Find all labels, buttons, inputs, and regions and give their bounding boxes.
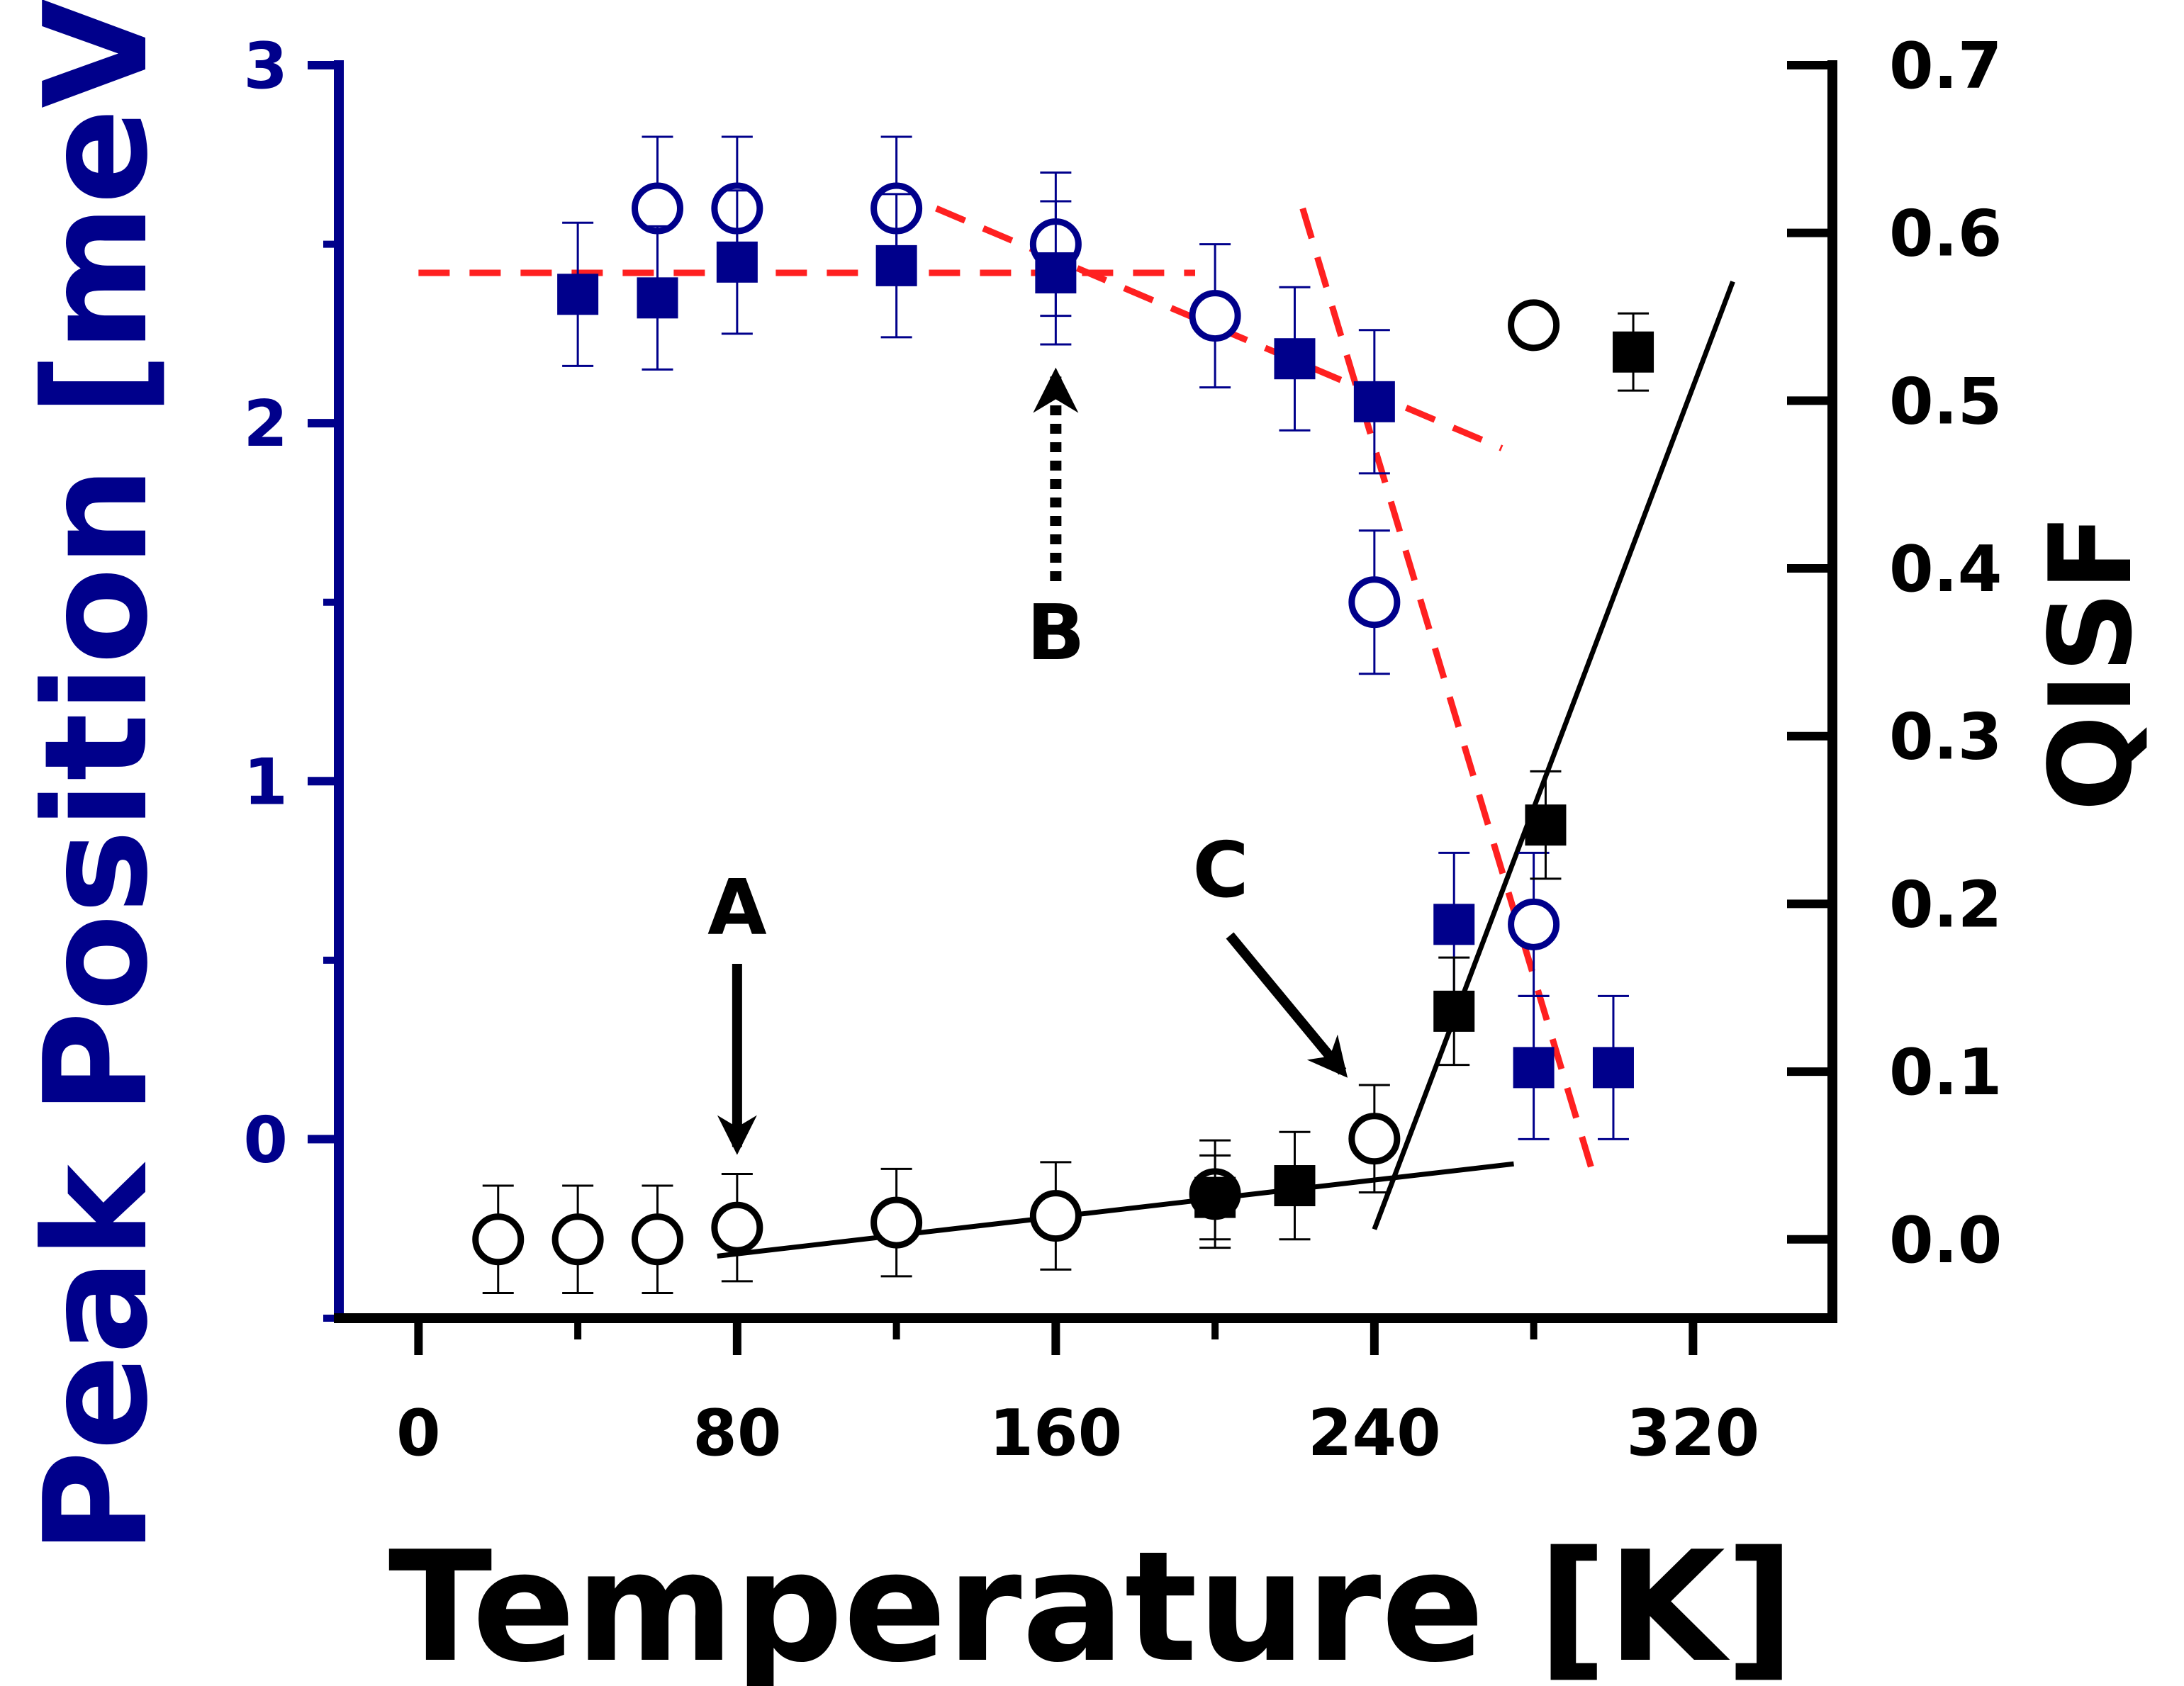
data-point-square xyxy=(1035,252,1077,293)
y-left-tick-label: 1 xyxy=(243,745,288,819)
data-point-square xyxy=(1592,1047,1634,1089)
data-point-square xyxy=(557,274,599,315)
x-axis-title: Temperature [K] xyxy=(388,1518,1795,1686)
axis-labels: Temperature [K] Peak Position [meV] QISF xyxy=(14,0,2157,1686)
y-right-tick-label: 0.6 xyxy=(1889,197,2002,271)
data-point-circle xyxy=(1189,290,1241,342)
y-left-axis-title: Peak Position [meV] xyxy=(14,0,179,1554)
peak-fit-drop xyxy=(1299,207,1597,1176)
data-point-square xyxy=(1433,990,1475,1032)
series-2 xyxy=(472,299,1560,1294)
data-point-square xyxy=(1194,1176,1236,1218)
qisf-fit-high xyxy=(1372,281,1735,1230)
series-0 xyxy=(631,135,1560,997)
data-point-square xyxy=(716,241,758,283)
data-point-circle xyxy=(1508,898,1560,950)
data-point-circle xyxy=(1508,299,1560,352)
data-point-square xyxy=(1613,331,1654,373)
data-point-circle xyxy=(711,1201,763,1254)
annotation-a-label: A xyxy=(707,864,767,952)
axes: 0 1 2 3 0 80 160 240 320 0.0 0.1 0.2 0.3 0.4 0.5 0.6 0.7 xyxy=(243,29,2002,1471)
annotation-c-label: C xyxy=(1192,826,1248,915)
annotations: A B C xyxy=(707,367,1348,1155)
data-point-square xyxy=(1353,381,1395,422)
y-left-tick-label: 3 xyxy=(243,29,288,103)
data-point-circle xyxy=(631,182,683,235)
data-point-circle xyxy=(551,1213,604,1266)
data-point-circle xyxy=(1029,1190,1082,1242)
x-tick-label: 80 xyxy=(693,1396,781,1471)
y-right-tick-label: 0.1 xyxy=(1889,1035,2002,1110)
data-points xyxy=(472,135,1654,1294)
y-right-tick-label: 0.7 xyxy=(1889,29,2002,103)
x-tick-label: 320 xyxy=(1626,1396,1759,1471)
y-right-tick-label: 0.3 xyxy=(1889,700,2002,775)
x-tick-label: 240 xyxy=(1308,1396,1441,1471)
data-point-circle xyxy=(472,1213,525,1266)
series-3 xyxy=(1194,312,1654,1241)
qisf-fit-low xyxy=(717,1161,1514,1259)
y-right-tick-label: 0.4 xyxy=(1889,532,2002,607)
x-tick-label: 0 xyxy=(396,1396,441,1471)
data-point-square xyxy=(1525,804,1567,846)
y-left-tick-label: 0 xyxy=(243,1103,288,1177)
y-left-tick-label: 2 xyxy=(243,387,288,461)
data-point-circle xyxy=(631,1213,683,1266)
data-point-square xyxy=(637,277,678,319)
data-point-square xyxy=(1513,1047,1555,1089)
fit-lines xyxy=(418,205,1735,1259)
x-tick-label: 160 xyxy=(989,1396,1122,1471)
annotation-b-label: B xyxy=(1026,589,1085,678)
y-right-tick-label: 0.2 xyxy=(1889,867,2002,942)
data-point-square xyxy=(1274,338,1316,380)
y-right-tick-label: 0.0 xyxy=(1889,1203,2002,1278)
series-1 xyxy=(557,189,1634,1140)
data-point-circle xyxy=(1348,576,1401,629)
y-right-axis-title: QISF xyxy=(2025,514,2157,811)
arrow-c xyxy=(1226,932,1348,1078)
data-point-circle xyxy=(870,1196,923,1249)
data-point-square xyxy=(1433,904,1475,945)
data-point-circle xyxy=(1348,1113,1401,1165)
data-point-square xyxy=(1274,1165,1316,1207)
y-right-tick-label: 0.5 xyxy=(1889,364,2002,439)
data-point-square xyxy=(875,245,917,286)
